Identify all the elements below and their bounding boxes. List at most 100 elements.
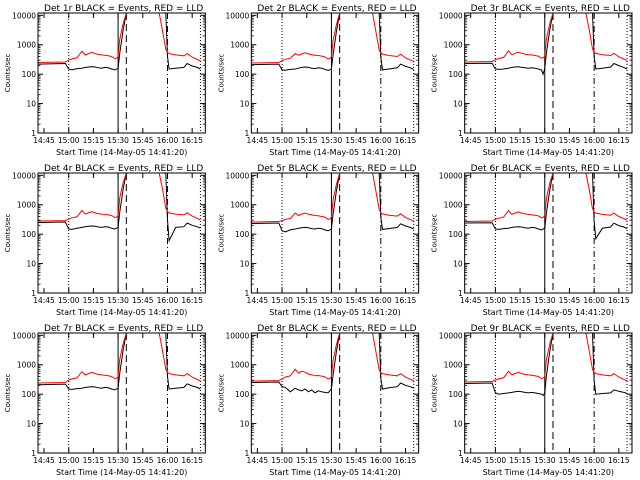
- x-tick-label: 16:00: [157, 456, 179, 465]
- x-tick-label: 15:15: [296, 136, 318, 145]
- x-tick-label: 16:15: [181, 136, 203, 145]
- x-tick-label: 15:45: [559, 456, 581, 465]
- panel-title: Det 4r BLACK = Events, RED = LLD: [44, 164, 203, 174]
- y-tick-label: 100: [235, 230, 250, 239]
- series-line-events: [251, 333, 414, 394]
- y-tick-label: 100: [22, 390, 37, 399]
- x-tick-label: 15:45: [345, 136, 367, 145]
- x-tick-label: 15:00: [271, 456, 293, 465]
- x-tick-label: 15:30: [107, 456, 129, 465]
- y-tick-label: 10: [26, 100, 36, 109]
- panel-title: Det 7r BLACK = Events, RED = LLD: [44, 324, 203, 334]
- y-tick-label: 10000: [439, 11, 463, 20]
- x-tick-label: 15:45: [132, 296, 154, 305]
- x-tick-label: 14:45: [33, 296, 55, 305]
- y-tick-label: 100: [22, 230, 37, 239]
- x-axis-label: Start Time (14-May-05 14:41:20): [56, 468, 187, 477]
- x-tick-label: 14:45: [33, 136, 55, 145]
- series-line-events: [464, 333, 628, 397]
- plot-frame: [464, 12, 633, 134]
- x-tick-label: 15:45: [132, 456, 154, 465]
- x-tick-label: 16:00: [583, 296, 605, 305]
- x-tick-label: 15:45: [345, 296, 367, 305]
- x-tick-label: 15:00: [485, 296, 507, 305]
- y-axis-label: Counts/sec: [217, 214, 225, 253]
- x-axis-label: Start Time (14-May-05 14:41:20): [269, 148, 400, 157]
- x-tick-label: 15:30: [321, 136, 343, 145]
- series-line-events: [251, 13, 414, 71]
- y-tick-label: 1: [458, 449, 463, 458]
- y-tick-label: 1000: [230, 41, 249, 50]
- x-tick-label: 15:00: [58, 296, 80, 305]
- x-axis-label: Start Time (14-May-05 14:41:20): [483, 308, 614, 317]
- panel-title: Det 8r BLACK = Events, RED = LLD: [257, 324, 416, 334]
- y-tick-label: 100: [448, 230, 463, 239]
- panel-title: Det 3r BLACK = Events, RED = LLD: [471, 4, 630, 14]
- y-axis-label: Counts/sec: [431, 374, 439, 413]
- y-tick-label: 10000: [225, 331, 249, 340]
- series-line-lld: [251, 13, 414, 64]
- y-tick-label: 10000: [439, 171, 463, 180]
- x-tick-label: 16:00: [583, 456, 605, 465]
- x-tick-label: 16:15: [608, 296, 630, 305]
- y-tick-label: 1: [245, 129, 250, 138]
- y-tick-label: 10: [240, 100, 250, 109]
- plot-frame: [464, 332, 633, 454]
- x-tick-label: 16:15: [395, 296, 417, 305]
- panel-det-3: Det 3r BLACK = Events, RED = LLD Counts/s…: [431, 4, 633, 157]
- y-axis-label: Counts/sec: [4, 374, 12, 413]
- panel-det-1: Det 1r BLACK = Events, RED = LLD Counts/s…: [4, 4, 206, 157]
- y-tick-label: 1: [31, 289, 36, 298]
- y-tick-label: 10: [26, 260, 36, 269]
- x-tick-label: 15:15: [83, 456, 105, 465]
- panel-det-8: Det 8r BLACK = Events, RED = LLD Counts/s…: [217, 324, 420, 477]
- x-axis-label: Start Time (14-May-05 14:41:20): [269, 308, 400, 317]
- plot-frame: [37, 172, 206, 294]
- plot-frame: [37, 12, 206, 134]
- x-tick-label: 14:45: [460, 456, 482, 465]
- y-axis-label: Counts/sec: [217, 374, 225, 413]
- y-tick-label: 1: [245, 449, 250, 458]
- y-tick-label: 1: [458, 289, 463, 298]
- x-tick-label: 15:00: [58, 136, 80, 145]
- plot-frame: [250, 332, 420, 454]
- y-axis-label: Counts/sec: [4, 214, 12, 253]
- y-tick-label: 1: [31, 449, 36, 458]
- x-axis-label: Start Time (14-May-05 14:41:20): [56, 148, 187, 157]
- series-line-events: [464, 13, 628, 76]
- plot-frame: [250, 12, 420, 134]
- y-tick-label: 1000: [444, 201, 463, 210]
- x-axis-label: Start Time (14-May-05 14:41:20): [56, 308, 187, 317]
- series-line-events: [251, 173, 414, 233]
- x-tick-label: 15:30: [534, 456, 556, 465]
- x-tick-label: 16:15: [395, 136, 417, 145]
- panel-det-5: Det 5r BLACK = Events, RED = LLD Counts/s…: [217, 164, 420, 317]
- x-tick-label: 15:15: [509, 296, 531, 305]
- panel-title: Det 1r BLACK = Events, RED = LLD: [44, 4, 203, 14]
- x-axis-label: Start Time (14-May-05 14:41:20): [483, 468, 614, 477]
- series-line-events: [464, 173, 628, 241]
- x-tick-label: 14:45: [247, 296, 269, 305]
- y-axis-label: Counts/sec: [217, 54, 225, 93]
- y-tick-label: 1000: [230, 361, 249, 370]
- panel-det-4: Det 4r BLACK = Events, RED = LLD Counts/s…: [4, 164, 206, 317]
- x-tick-label: 15:30: [534, 296, 556, 305]
- y-tick-label: 10000: [12, 11, 36, 20]
- x-tick-label: 15:45: [559, 136, 581, 145]
- y-axis-label: Counts/sec: [431, 214, 439, 253]
- x-tick-label: 15:45: [132, 136, 154, 145]
- x-tick-label: 16:00: [157, 136, 179, 145]
- panel-title: Det 2r BLACK = Events, RED = LLD: [257, 4, 416, 14]
- y-tick-label: 10000: [12, 331, 36, 340]
- plot-frame: [250, 172, 420, 294]
- y-tick-label: 10: [240, 260, 250, 269]
- y-tick-label: 10: [453, 260, 463, 269]
- panel-det-7: Det 7r BLACK = Events, RED = LLD Counts/s…: [4, 324, 206, 477]
- x-tick-label: 16:00: [370, 296, 392, 305]
- x-tick-label: 15:15: [509, 456, 531, 465]
- panel-title: Det 6r BLACK = Events, RED = LLD: [471, 164, 630, 174]
- x-tick-label: 14:45: [460, 136, 482, 145]
- panel-title: Det 9r BLACK = Events, RED = LLD: [471, 324, 630, 334]
- x-tick-label: 16:15: [181, 456, 203, 465]
- x-tick-label: 15:30: [321, 296, 343, 305]
